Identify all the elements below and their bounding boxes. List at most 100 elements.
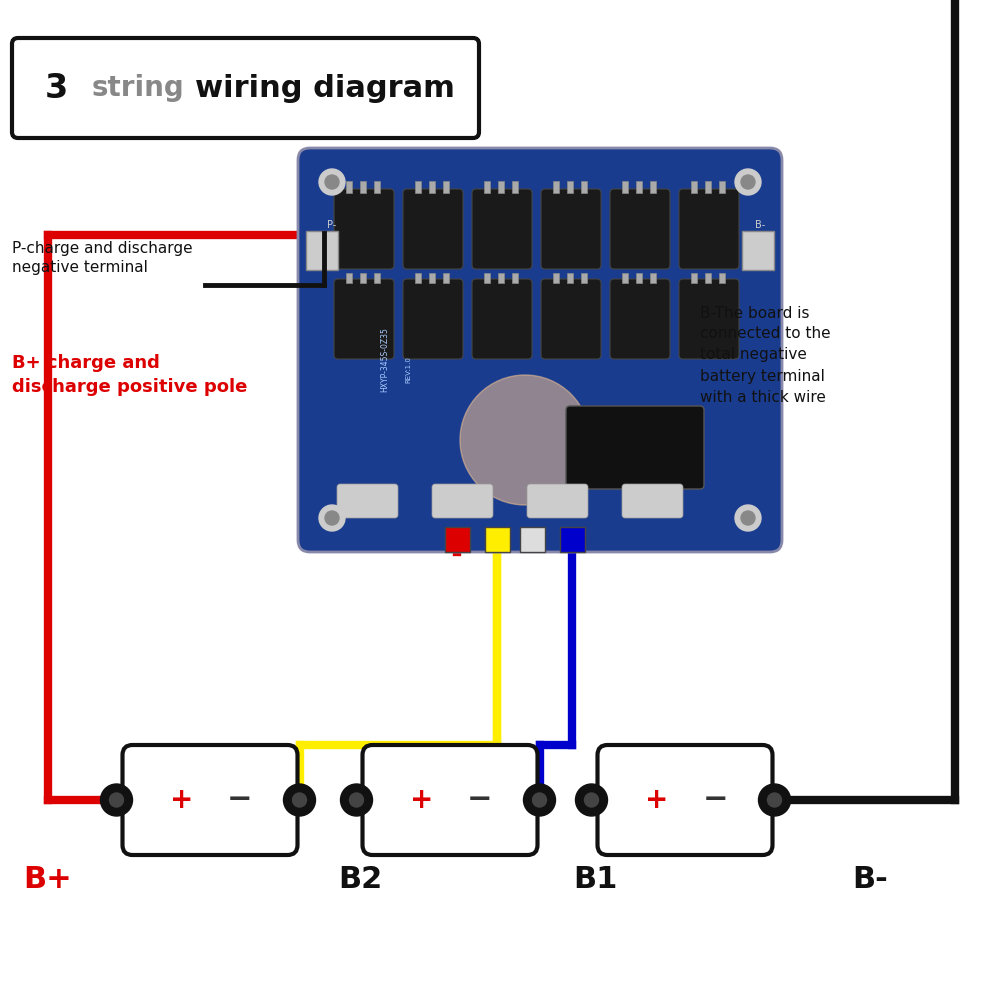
- Bar: [484, 273, 490, 283]
- Bar: [691, 181, 697, 193]
- FancyBboxPatch shape: [472, 279, 532, 359]
- Bar: [512, 181, 518, 193]
- Bar: [415, 273, 421, 283]
- FancyBboxPatch shape: [298, 148, 782, 552]
- Bar: [374, 273, 380, 283]
- FancyBboxPatch shape: [622, 484, 683, 518]
- Bar: [485, 527, 510, 552]
- FancyBboxPatch shape: [742, 231, 774, 270]
- Circle shape: [44, 60, 100, 116]
- Circle shape: [340, 784, 372, 816]
- Text: HXYP-345S-0Z35: HXYP-345S-0Z35: [380, 328, 389, 392]
- FancyBboxPatch shape: [403, 279, 463, 359]
- Bar: [445, 527, 470, 552]
- FancyBboxPatch shape: [541, 279, 601, 359]
- FancyBboxPatch shape: [337, 484, 398, 518]
- FancyBboxPatch shape: [12, 38, 479, 138]
- Text: P-: P-: [327, 220, 337, 230]
- Bar: [415, 181, 421, 193]
- Bar: [622, 273, 628, 283]
- Text: REV:1.0: REV:1.0: [405, 357, 411, 383]
- Circle shape: [325, 511, 339, 525]
- Text: +: +: [170, 786, 194, 814]
- Bar: [650, 181, 656, 193]
- Bar: [429, 273, 435, 283]
- Text: B1: B1: [573, 865, 617, 894]
- Text: B2: B2: [338, 865, 382, 894]
- FancyBboxPatch shape: [679, 189, 739, 269]
- Bar: [636, 181, 642, 193]
- Text: B-: B-: [755, 220, 765, 230]
- Bar: [719, 181, 725, 193]
- Bar: [498, 181, 504, 193]
- FancyBboxPatch shape: [679, 279, 739, 359]
- FancyBboxPatch shape: [334, 279, 394, 359]
- Circle shape: [741, 175, 755, 189]
- Bar: [560, 527, 585, 552]
- Text: P-charge and discharge
negative terminal: P-charge and discharge negative terminal: [12, 241, 193, 275]
- FancyBboxPatch shape: [432, 484, 493, 518]
- Bar: [705, 181, 711, 193]
- Circle shape: [584, 793, 598, 807]
- Bar: [581, 273, 587, 283]
- Circle shape: [319, 169, 345, 195]
- Circle shape: [532, 793, 546, 807]
- Bar: [553, 273, 559, 283]
- Circle shape: [350, 793, 364, 807]
- Circle shape: [20, 50, 96, 126]
- Bar: [429, 181, 435, 193]
- Bar: [346, 181, 352, 193]
- Circle shape: [741, 511, 755, 525]
- Text: 3: 3: [44, 72, 68, 105]
- Bar: [622, 181, 628, 193]
- Circle shape: [319, 505, 345, 531]
- Circle shape: [284, 784, 316, 816]
- FancyBboxPatch shape: [403, 189, 463, 269]
- FancyBboxPatch shape: [541, 189, 601, 269]
- Bar: [374, 181, 380, 193]
- Bar: [512, 273, 518, 283]
- FancyBboxPatch shape: [362, 745, 538, 855]
- Text: B-: B-: [852, 865, 888, 894]
- Text: B+ charge and
discharge positive pole: B+ charge and discharge positive pole: [12, 354, 247, 396]
- Circle shape: [524, 784, 556, 816]
- Text: −: −: [702, 786, 728, 814]
- Bar: [650, 273, 656, 283]
- Bar: [719, 273, 725, 283]
- Circle shape: [292, 793, 306, 807]
- FancyBboxPatch shape: [306, 231, 338, 270]
- Text: −: −: [227, 786, 253, 814]
- Bar: [691, 273, 697, 283]
- Bar: [567, 181, 573, 193]
- Text: +: +: [645, 786, 669, 814]
- Bar: [567, 273, 573, 283]
- Circle shape: [325, 175, 339, 189]
- FancyBboxPatch shape: [610, 189, 670, 269]
- Text: −: −: [467, 786, 493, 814]
- Circle shape: [735, 169, 761, 195]
- Text: B-The board is
connected to the
total negative
battery terminal
with a thick wir: B-The board is connected to the total ne…: [700, 306, 831, 404]
- FancyBboxPatch shape: [598, 745, 772, 855]
- Bar: [346, 273, 352, 283]
- Circle shape: [768, 793, 782, 807]
- Circle shape: [759, 784, 790, 816]
- Text: wiring diagram: wiring diagram: [195, 74, 455, 103]
- FancyBboxPatch shape: [123, 745, 298, 855]
- Circle shape: [575, 784, 607, 816]
- Bar: [705, 273, 711, 283]
- Bar: [443, 181, 449, 193]
- FancyBboxPatch shape: [566, 406, 704, 489]
- Bar: [636, 273, 642, 283]
- FancyBboxPatch shape: [610, 279, 670, 359]
- Bar: [360, 181, 366, 193]
- FancyBboxPatch shape: [334, 189, 394, 269]
- Text: string: string: [92, 74, 184, 102]
- FancyBboxPatch shape: [472, 189, 532, 269]
- Bar: [484, 181, 490, 193]
- Bar: [58, 50, 108, 126]
- Bar: [498, 273, 504, 283]
- Bar: [443, 273, 449, 283]
- Text: B+: B+: [24, 865, 72, 894]
- Circle shape: [735, 505, 761, 531]
- Circle shape: [101, 784, 133, 816]
